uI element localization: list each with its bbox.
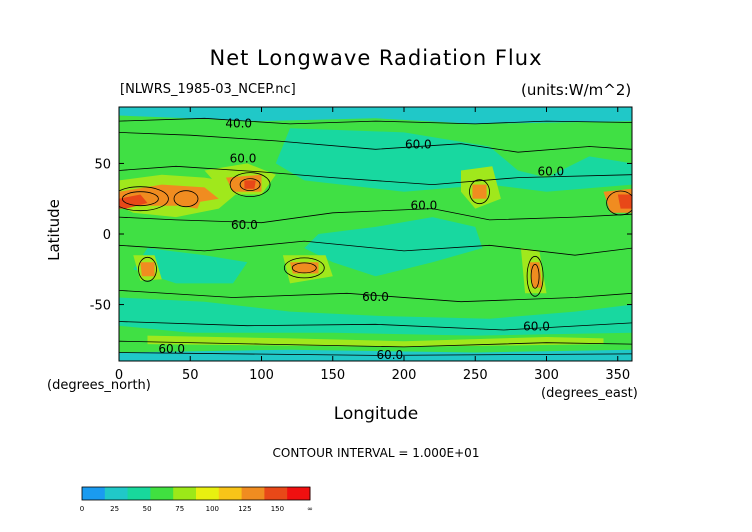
- colorbar-tick-label: 75: [175, 505, 184, 513]
- contour-line: [119, 340, 632, 348]
- field-cold-arctic: [119, 107, 632, 124]
- x-tick-label: 350: [605, 368, 630, 383]
- colorbar-tick-label: ∞: [307, 505, 313, 513]
- colorbar-swatch: [173, 487, 197, 500]
- x-tick-label: 300: [534, 368, 559, 383]
- contour-ring: [530, 263, 540, 289]
- contour-lines: [119, 117, 632, 356]
- contour-ring: [121, 191, 159, 207]
- contour-ring: [283, 257, 325, 279]
- colorbar-tick-label: 150: [271, 505, 284, 513]
- contour-label: 60.0: [230, 152, 257, 166]
- contour-label: 60.0: [158, 342, 185, 356]
- colorbar-tick-label: 100: [206, 505, 219, 513]
- field-ocean-north: [275, 128, 632, 192]
- contour-ring: [229, 172, 271, 198]
- x-tick-label: 50: [182, 368, 199, 383]
- colorbar: 0 25 50 75 100 125 150 ∞: [80, 486, 313, 513]
- colorbar-swatch: [127, 487, 151, 500]
- field-hot-australia: [290, 262, 319, 274]
- contour-label: 60.0: [362, 290, 389, 304]
- contour-ring: [606, 190, 632, 216]
- chart-title: Net Longwave Radiation Flux: [209, 46, 543, 70]
- colorbar-tick-label: 50: [143, 505, 152, 513]
- x-tick-label: 250: [463, 368, 488, 383]
- colorbar-tick-label: 125: [238, 505, 251, 513]
- colorbar-swatch: [264, 487, 288, 500]
- contour-label: 60.0: [523, 320, 550, 334]
- contour-label: 40.0: [225, 116, 252, 130]
- colorbar-tick-label: 25: [110, 505, 119, 513]
- x-tick-label: 150: [320, 368, 345, 383]
- y-unit-label: (degrees_north): [47, 378, 151, 393]
- colorbar-frame: [81, 486, 311, 501]
- contour-line: [119, 117, 632, 125]
- contour-interval-text: CONTOUR INTERVAL = 1.000E+01: [272, 446, 480, 460]
- flux-field: [119, 107, 632, 361]
- colorbar-tick-label: 0: [80, 505, 84, 513]
- contour-line: [119, 352, 632, 356]
- contour-ring: [138, 256, 157, 282]
- colorbar-swatch: [150, 487, 174, 500]
- y-tick-label: -50: [90, 299, 111, 314]
- x-tick-label: 0: [115, 368, 123, 383]
- contour-label: 60.0: [537, 164, 564, 178]
- x-tick-label: 100: [249, 368, 274, 383]
- units-label: (units:W/m^2): [521, 81, 632, 99]
- file-label: [NLWRS_1985-03_NCEP.nc]: [120, 82, 296, 97]
- y-tick-label: 50: [94, 157, 111, 172]
- contour-label: 60.0: [405, 138, 432, 152]
- contour-line: [119, 321, 632, 331]
- contour-ring: [119, 186, 169, 212]
- contour-line: [119, 132, 632, 153]
- field-ocean-indian: [133, 248, 248, 284]
- colorbar-swatch: [241, 487, 265, 500]
- y-tick-label: 0: [103, 228, 111, 243]
- colorbar-swatch: [196, 487, 220, 500]
- contour-line: [119, 165, 632, 186]
- field-ocean-pacific: [304, 217, 483, 277]
- x-unit-label: (degrees_east): [541, 386, 638, 401]
- x-axis-label: Longitude: [333, 404, 419, 424]
- colorbar-swatch: [104, 487, 129, 500]
- y-axis: -50 0 50: [90, 157, 632, 314]
- contour-ring: [291, 262, 317, 274]
- field-extreme-sahara: [119, 194, 148, 209]
- x-tick-label: 200: [392, 368, 417, 383]
- contour-line: [119, 290, 632, 303]
- contour-line: [119, 240, 632, 256]
- contour-label: 60.0: [231, 218, 258, 232]
- colorbar-swatch: [82, 487, 106, 500]
- field-extreme-tibet: [244, 180, 256, 189]
- contour-ring: [173, 190, 199, 208]
- colorbar-swatch: [218, 487, 243, 500]
- contour-label: 60.0: [376, 348, 403, 362]
- field-hot-namib: [140, 262, 155, 277]
- field-hot-sonora: [472, 184, 487, 199]
- contour-ring: [469, 179, 490, 205]
- contour-labels: 40.0 60.0 60.0 60.0 60.0 60.0 60.0 60.0 60.0 60.0: [158, 116, 564, 362]
- colorbar-swatch: [287, 487, 311, 500]
- field-extreme-westsahara: [617, 194, 632, 209]
- contour-label: 60.0: [411, 198, 438, 212]
- x-axis: 0 50 100 150 200 250 300 350: [115, 107, 630, 383]
- contour-ring: [239, 178, 261, 192]
- contour-line: [119, 208, 632, 224]
- contour-ring: [526, 255, 544, 297]
